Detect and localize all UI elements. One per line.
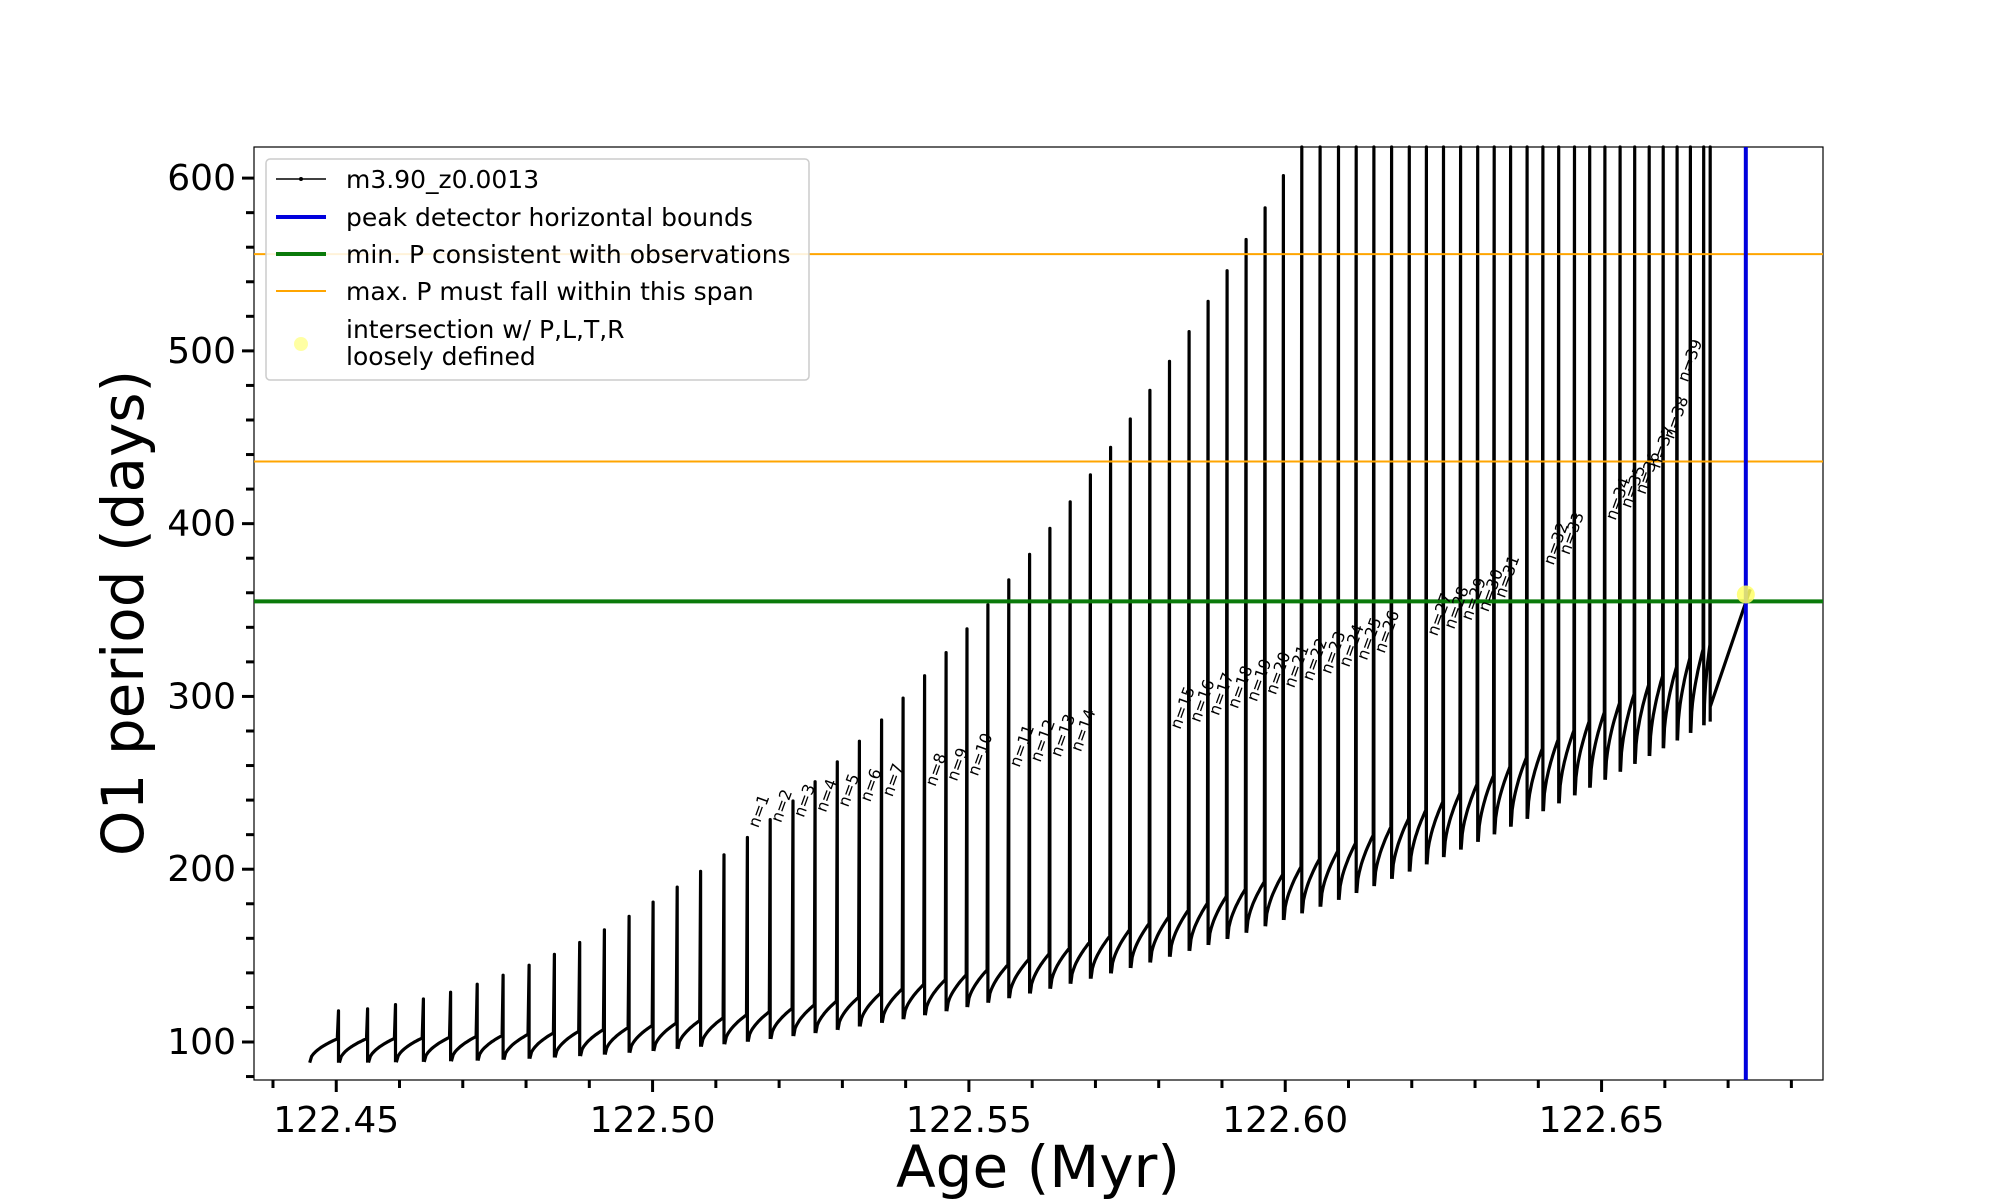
x-tick-label: 122.65 <box>1539 1100 1665 1141</box>
axes: 122.45 122.50 122.55 122.60 122.65 100 200 300 4… <box>167 158 1793 1141</box>
legend-label-intersection-line1: intersection w/ P,L,T,R <box>346 315 625 344</box>
y-axis-title: O1 period (days) <box>89 370 157 856</box>
y-tick-label: 100 <box>167 1022 236 1063</box>
intersection-point <box>1736 585 1755 604</box>
legend-label-model: m3.90_z0.0013 <box>346 165 539 194</box>
legend-swatch-intersection <box>294 337 308 351</box>
y-tick-label: 400 <box>167 504 236 545</box>
x-axis-title: Age (Myr) <box>896 1133 1180 1200</box>
x-tick-label: 122.50 <box>590 1100 716 1141</box>
chart-marks <box>308 145 1752 1064</box>
y-tick-label: 500 <box>167 331 236 372</box>
legend-label-intersection-line2: loosely defined <box>346 342 536 371</box>
legend: m3.90_z0.0013 peak detector horizontal b… <box>265 158 810 381</box>
y-tick-label: 600 <box>167 158 236 199</box>
legend-label-minp: min. P consistent with observations <box>346 240 791 269</box>
legend-frame <box>265 158 810 381</box>
series-model-line <box>308 145 1752 1064</box>
x-tick-label: 122.60 <box>1222 1100 1348 1141</box>
y-tick-label: 300 <box>167 676 236 717</box>
legend-swatch-model-marker <box>299 177 303 181</box>
y-tick-label: 200 <box>167 849 236 890</box>
legend-label-peak: peak detector horizontal bounds <box>346 203 753 232</box>
legend-label-maxp: max. P must fall within this span <box>346 277 754 306</box>
x-tick-label: 122.55 <box>906 1100 1032 1141</box>
x-tick-label: 122.45 <box>273 1100 399 1141</box>
